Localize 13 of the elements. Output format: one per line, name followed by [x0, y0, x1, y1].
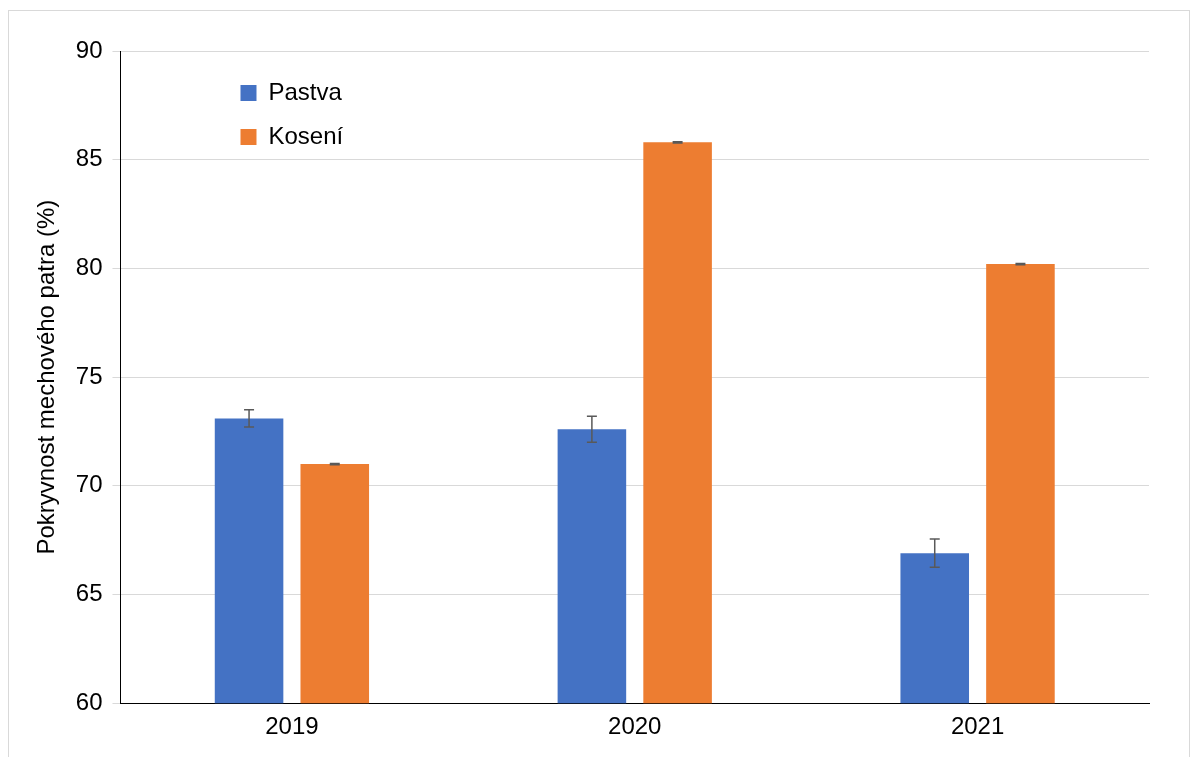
y-tick-label: 65 — [75, 579, 103, 607]
y-tick-label: 60 — [75, 687, 103, 715]
y-tick-label: 70 — [75, 470, 103, 498]
legend-label: Pastva — [268, 77, 343, 105]
x-tick-label: 2021 — [950, 712, 1005, 740]
y-tick-label: 90 — [75, 35, 103, 63]
y-axis-title: Pokryvnost mechového patra (%) — [32, 199, 60, 555]
y-tick-label: 80 — [75, 253, 103, 281]
x-tick-label: 2019 — [265, 712, 319, 740]
y-tick-label: 75 — [75, 361, 103, 389]
x-tick-label: 2020 — [608, 712, 662, 740]
legend-label: Kosení — [268, 121, 344, 149]
y-tick-label: 85 — [75, 144, 103, 172]
